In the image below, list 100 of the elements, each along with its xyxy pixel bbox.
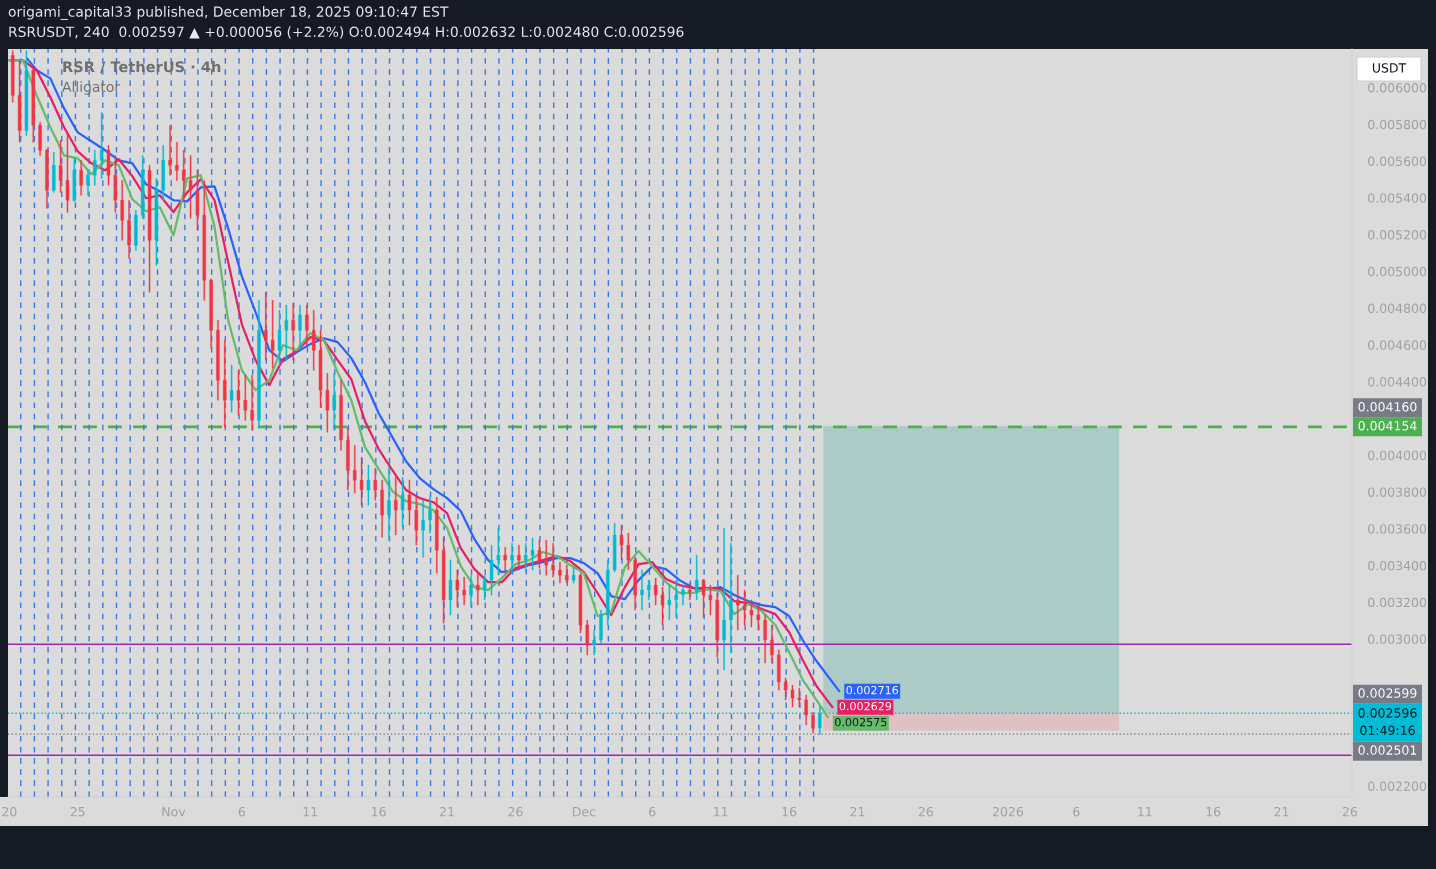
candlestick bbox=[708, 584, 713, 616]
candlestick bbox=[599, 609, 603, 644]
candlestick bbox=[435, 496, 439, 574]
data-label: 0.002575 bbox=[835, 717, 887, 727]
candlestick bbox=[619, 524, 624, 561]
candlestick bbox=[394, 474, 398, 536]
candlestick bbox=[565, 564, 569, 584]
candlestick bbox=[202, 180, 206, 301]
x-tick-label: 16 bbox=[782, 806, 797, 817]
y-axis-title: USDT bbox=[1372, 63, 1407, 73]
x-tick-label: 21 bbox=[850, 806, 865, 817]
candlestick bbox=[496, 527, 501, 576]
candlestick bbox=[777, 649, 781, 691]
candlestick bbox=[421, 499, 425, 558]
x-tick-label: 11 bbox=[1138, 807, 1152, 817]
candlestick bbox=[366, 464, 371, 506]
candlestick bbox=[428, 496, 432, 534]
candlestick bbox=[756, 604, 760, 631]
candlestick bbox=[284, 304, 289, 361]
x-tick-label: 21 bbox=[1274, 806, 1289, 817]
candlestick bbox=[476, 572, 480, 606]
candlestick bbox=[380, 479, 384, 538]
candlestick bbox=[811, 711, 815, 734]
y-tick-label: 0.003000 bbox=[1368, 634, 1427, 644]
y-tick-label: 0.004000 bbox=[1368, 450, 1427, 461]
candlestick bbox=[298, 304, 302, 351]
x-tick-label: 16 bbox=[1206, 806, 1221, 817]
candlestick bbox=[161, 145, 165, 201]
candlestick bbox=[58, 140, 63, 193]
candlestick bbox=[127, 200, 131, 259]
candlestick bbox=[688, 582, 692, 601]
candlestick bbox=[701, 579, 706, 618]
x-tick-label: Nov bbox=[162, 807, 186, 817]
y-tick-label: 0.005800 bbox=[1368, 119, 1427, 130]
candlestick bbox=[571, 566, 576, 584]
candlestick bbox=[264, 292, 268, 361]
candlestick bbox=[79, 160, 83, 196]
candlestick bbox=[770, 624, 774, 664]
candlestick bbox=[524, 542, 528, 573]
candlestick bbox=[305, 304, 309, 346]
x-tick-label: 16 bbox=[372, 806, 386, 817]
candlestick bbox=[537, 539, 542, 569]
candlestick bbox=[277, 309, 282, 366]
candlestick bbox=[441, 536, 446, 624]
x-tick-label: 6 bbox=[238, 806, 246, 817]
x-tick-label: 21 bbox=[440, 806, 454, 817]
x-tick-label: 26 bbox=[918, 806, 934, 817]
candlestick bbox=[407, 479, 412, 526]
candlestick bbox=[106, 145, 111, 186]
candlestick bbox=[585, 619, 589, 656]
candlestick bbox=[209, 278, 213, 349]
candlestick bbox=[339, 379, 343, 451]
chart-title: origami_capital33 published, December 18, 2025 09:10:47 EST bbox=[8, 6, 449, 20]
candlestick bbox=[742, 589, 747, 626]
candlestick bbox=[17, 60, 22, 143]
y-tick-label: 0.003400 bbox=[1368, 560, 1427, 571]
x-tick-label: Dec bbox=[573, 807, 596, 817]
candlestick bbox=[660, 586, 665, 626]
candlestick bbox=[517, 545, 521, 571]
candlestick bbox=[653, 577, 658, 606]
candlestick bbox=[318, 329, 323, 408]
candlestick bbox=[804, 694, 808, 726]
candlestick bbox=[695, 554, 699, 601]
candlestick bbox=[216, 320, 220, 401]
y-tick-label: 0.006000 bbox=[1368, 83, 1427, 93]
candlestick bbox=[359, 456, 364, 506]
ref-line-label: 0.002596 01:49:16 bbox=[1358, 708, 1417, 735]
candlestick bbox=[93, 150, 97, 186]
candlestick bbox=[667, 584, 672, 621]
candlestick bbox=[311, 309, 316, 371]
candlestick bbox=[647, 579, 651, 601]
candlestick bbox=[147, 165, 152, 293]
annotation: Alligator bbox=[62, 81, 121, 95]
candlestick bbox=[195, 170, 200, 231]
candlestick bbox=[503, 547, 507, 574]
candlestick bbox=[592, 629, 596, 656]
candlestick bbox=[715, 592, 719, 658]
x-tick-label: 26 bbox=[508, 806, 523, 817]
candlestick bbox=[236, 370, 241, 416]
candlestick bbox=[52, 152, 56, 193]
annotation: 0.002501 bbox=[1358, 745, 1417, 755]
candlestick bbox=[414, 496, 419, 546]
y-tick-label: 0.005400 bbox=[1368, 193, 1427, 203]
x-tick-label: 20 bbox=[2, 806, 17, 817]
candlestick bbox=[612, 522, 617, 573]
candlestick bbox=[510, 542, 514, 574]
candlestick bbox=[24, 50, 29, 136]
candlestick bbox=[783, 677, 788, 701]
candlestick bbox=[455, 569, 460, 608]
candlestick bbox=[154, 178, 159, 266]
candlestick bbox=[797, 687, 802, 708]
candlestick bbox=[626, 532, 631, 571]
candlestick bbox=[729, 542, 733, 654]
x-tick-label: 2026 bbox=[992, 806, 1024, 817]
y-tick-label: 0.004600 bbox=[1368, 340, 1427, 350]
candlestick bbox=[736, 574, 740, 631]
x-tick-label: 26 bbox=[1342, 806, 1358, 817]
y-tick-label: 0.004400 bbox=[1368, 377, 1427, 387]
candlestick bbox=[551, 542, 555, 578]
candlestick bbox=[291, 302, 295, 361]
